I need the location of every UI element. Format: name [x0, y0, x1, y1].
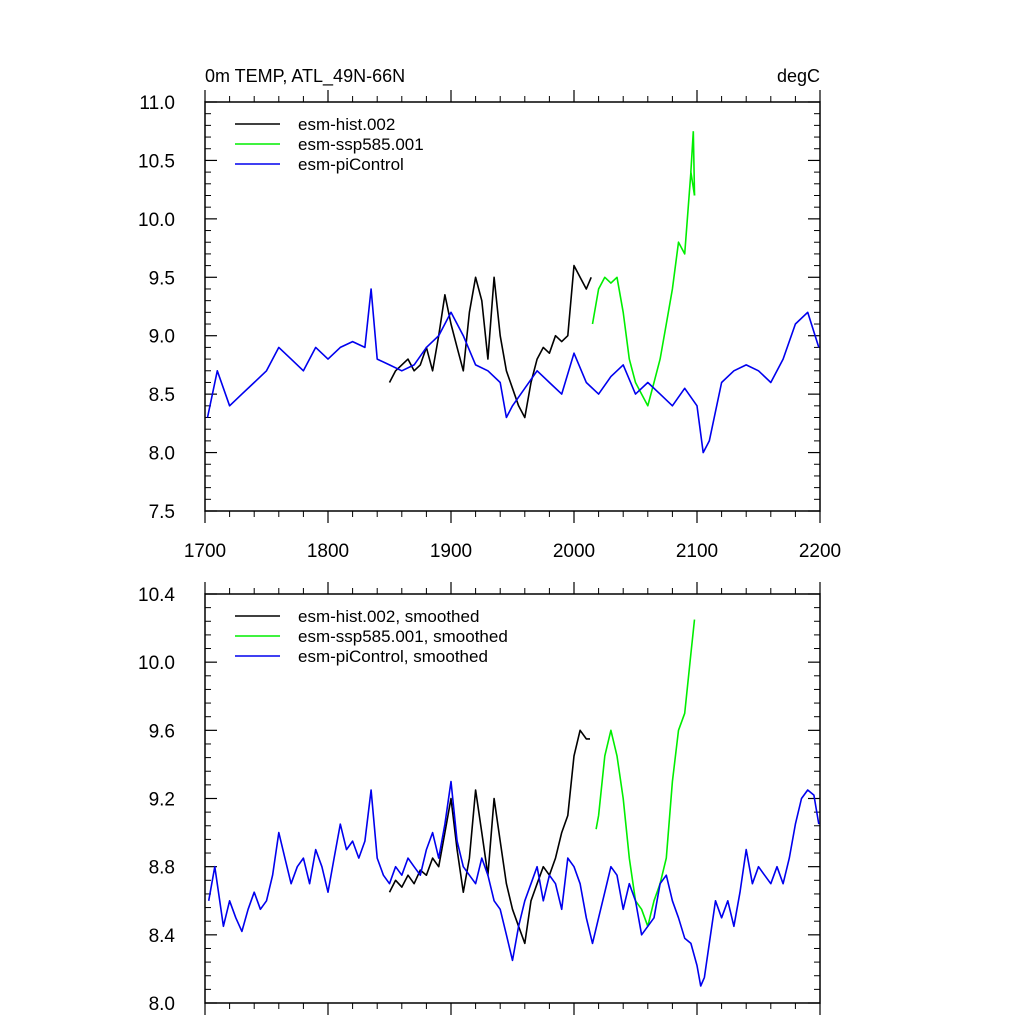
y-tick-label: 11.0 — [139, 93, 175, 114]
y-tick-label: 8.4 — [149, 926, 176, 947]
legend-label: esm-ssp585.001 — [298, 135, 424, 154]
x-tick-label: 1900 — [430, 541, 472, 562]
series-peak — [690, 131, 696, 196]
y-tick-label: 8.0 — [149, 444, 175, 465]
panel-title: 0m TEMP, ATL_49N-66N — [205, 66, 405, 87]
y-tick-labels: 7.5 8.0 8.5 9.0 9.5 10.0 10.5 11.0 — [138, 93, 175, 523]
legend-label: esm-hist.002 — [298, 115, 395, 134]
legend-label: esm-piControl, smoothed — [298, 647, 488, 666]
y-tick-label: 10.4 — [138, 585, 175, 606]
x-tick-label: 2100 — [676, 541, 718, 562]
legend-label: esm-ssp585.001, smoothed — [298, 627, 508, 646]
series-line — [388, 729, 590, 945]
legend-label: esm-piControl — [298, 155, 404, 174]
x-tick-label: 2200 — [799, 541, 841, 562]
bottom-panel: 8.0 8.4 8.8 9.2 9.6 10.0 10.4 esm-hist.002, sm… — [138, 582, 821, 1015]
y-tick-label: 8.0 — [149, 994, 175, 1015]
x-tick-labels: 1700 1800 1900 2000 2100 2200 — [184, 541, 841, 562]
y-tick-labels: 8.0 8.4 8.8 9.2 9.6 10.0 10.4 — [138, 585, 175, 1015]
data-series — [206, 131, 820, 454]
units-label: degC — [777, 66, 820, 86]
x-tick-label: 1800 — [307, 541, 349, 562]
series-line — [591, 171, 696, 407]
plot-frame — [204, 101, 821, 512]
y-tick-label: 9.2 — [149, 790, 175, 811]
y-tick-label: 9.5 — [149, 268, 175, 289]
y-tick-label: 7.5 — [149, 502, 175, 523]
y-tick-label: 9.0 — [149, 327, 175, 348]
y-tick-label: 9.6 — [149, 721, 175, 742]
x-tick-label: 1700 — [184, 541, 226, 562]
tick-marks — [204, 90, 821, 523]
series-line — [388, 264, 592, 419]
y-tick-label: 10.5 — [138, 151, 175, 172]
series-line — [207, 780, 820, 987]
series-line — [206, 288, 820, 454]
y-tick-label: 8.8 — [149, 858, 175, 879]
y-tick-label: 8.5 — [149, 385, 175, 406]
legend-label: esm-hist.002, smoothed — [298, 607, 479, 626]
top-panel: 0m TEMP, ATL_49N-66N degC 1700 1800 1900 20… — [138, 66, 841, 562]
data-series — [207, 619, 820, 987]
x-tick-label: 2000 — [553, 541, 595, 562]
series-line — [595, 619, 696, 928]
y-tick-label: 10.0 — [138, 653, 175, 674]
y-tick-label: 10.0 — [138, 210, 175, 231]
tick-marks — [204, 582, 821, 1015]
